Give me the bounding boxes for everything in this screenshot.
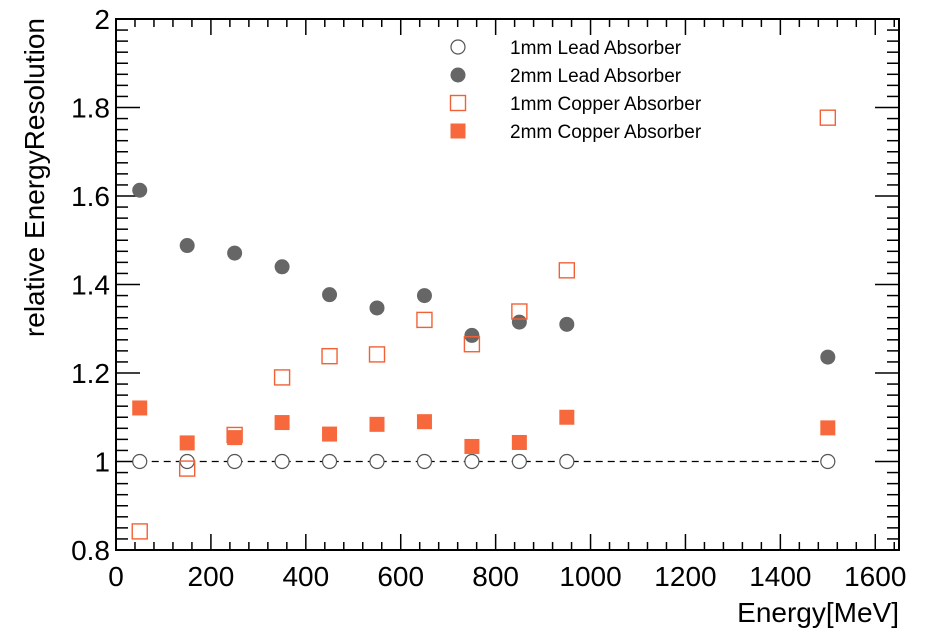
data-point-series-4 <box>820 420 836 436</box>
data-point-series-2 <box>227 245 243 261</box>
data-point-series-4 <box>416 414 432 430</box>
data-point-series-1 <box>274 453 290 470</box>
data-point-series-4 <box>322 426 338 442</box>
y-tick-label: 2 <box>94 4 110 35</box>
data-point-series-1 <box>820 453 836 470</box>
axis-ticks <box>115 18 899 551</box>
data-point-series-4 <box>369 416 385 432</box>
data-point-series-2 <box>464 327 480 343</box>
data-point-series-3 <box>321 347 338 365</box>
data-point-series-1 <box>416 453 433 470</box>
data-point-series-2 <box>132 182 148 198</box>
data-point-series-3 <box>463 336 481 353</box>
y-tick-label: 0.8 <box>71 535 110 566</box>
axis-tick-labels: 0 200 400 600 800 1000 1200 1400 1600 0.8 1 1.2 1.4 1… <box>71 4 906 592</box>
data-point-series-2 <box>369 300 385 316</box>
data-point-series-3 <box>368 346 386 363</box>
y-tick-label: 1.4 <box>71 270 110 301</box>
legend-marker <box>450 39 466 55</box>
data-point-series-3 <box>819 109 837 126</box>
legend-label: 2mm Lead Absorber <box>510 66 682 87</box>
y-tick-label: 1.8 <box>71 93 110 124</box>
x-tick-label: 1200 <box>654 561 716 592</box>
plot-frame <box>115 18 900 551</box>
x-axis-title: Energy[MeV] <box>737 597 899 628</box>
data-point-series-2 <box>322 287 338 303</box>
legend-marker <box>450 67 466 83</box>
data-point-series-2 <box>820 349 836 365</box>
y-axis-title: relative EnergyResolution <box>19 18 50 337</box>
data-point-series-3 <box>131 523 148 540</box>
data-point-series-1 <box>511 453 527 470</box>
x-tick-label: 400 <box>282 561 329 592</box>
y-tick-label: 1 <box>94 447 110 478</box>
x-tick-label: 1400 <box>749 561 811 592</box>
data-point-series-4 <box>464 438 480 454</box>
x-tick-label: 1000 <box>559 561 621 592</box>
data-point-series-3 <box>178 460 196 477</box>
data-point-series-2 <box>179 238 195 254</box>
x-tick-label: 800 <box>472 561 519 592</box>
data-point-series-2 <box>274 259 290 275</box>
x-tick-label: 600 <box>377 561 424 592</box>
x-tick-label: 1600 <box>844 561 906 592</box>
x-tick-label: 200 <box>188 561 235 592</box>
data-point-series-4 <box>559 409 575 425</box>
data-point-series-2 <box>511 314 527 330</box>
data-points <box>131 109 837 540</box>
legend-label: 2mm Copper Absorber <box>510 122 702 143</box>
data-point-series-4 <box>511 434 527 450</box>
data-point-series-1 <box>132 453 148 470</box>
legend: 1mm Lead Absorber 2mm Lead Absorber 1mm Co… <box>449 38 702 143</box>
data-point-series-3 <box>273 369 291 386</box>
data-point-series-4 <box>132 400 148 416</box>
data-point-series-4 <box>227 430 243 446</box>
y-tick-label: 1.2 <box>71 358 110 389</box>
data-point-series-1 <box>369 453 385 470</box>
legend-marker <box>450 123 466 139</box>
data-point-series-1 <box>321 453 338 470</box>
data-point-series-3 <box>558 262 576 279</box>
y-tick-label: 1.6 <box>71 181 110 212</box>
data-point-series-1 <box>559 453 575 470</box>
data-point-series-3 <box>416 311 433 329</box>
data-point-series-4 <box>179 435 195 451</box>
data-point-series-1 <box>227 453 243 470</box>
data-point-series-3 <box>511 303 528 320</box>
legend-label: 1mm Lead Absorber <box>510 38 682 59</box>
legend-label: 1mm Copper Absorber <box>510 94 702 115</box>
x-tick-label: 0 <box>108 561 124 592</box>
data-point-series-1 <box>464 453 480 470</box>
data-point-series-4 <box>274 415 290 431</box>
data-point-series-2 <box>416 288 432 304</box>
legend-marker <box>449 94 467 112</box>
data-point-series-2 <box>559 316 575 332</box>
